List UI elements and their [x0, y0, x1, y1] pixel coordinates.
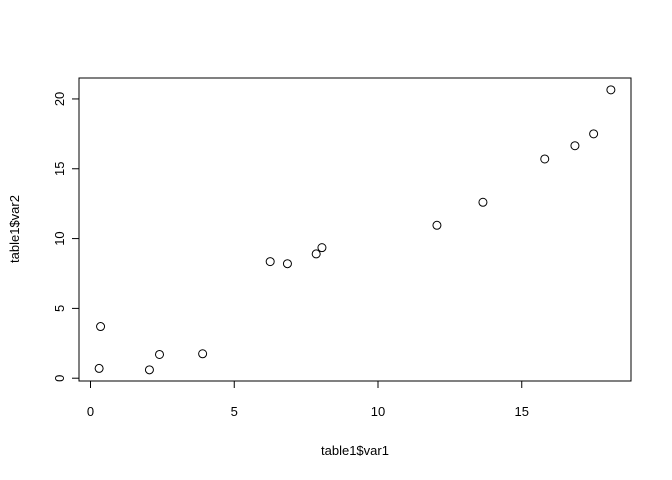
plot-box — [78, 77, 632, 382]
x-tick-label: 10 — [371, 404, 385, 419]
y-axis: 0 5 10 15 20 — [52, 92, 80, 382]
data-point — [96, 322, 106, 332]
data-point — [282, 259, 292, 269]
data-point — [589, 129, 599, 139]
y-tick-label: 15 — [52, 162, 67, 176]
y-tick-label: 5 — [52, 305, 67, 312]
data-point — [606, 85, 616, 95]
x-tick-label: 0 — [87, 404, 94, 419]
data-point — [317, 243, 327, 253]
data-point — [144, 365, 154, 375]
data-point — [94, 363, 104, 373]
data-point — [478, 197, 488, 207]
x-axis: 0 5 10 15 — [87, 380, 529, 419]
y-tick-label: 20 — [52, 92, 67, 106]
data-point — [155, 349, 164, 359]
y-tick-label: 10 — [52, 231, 67, 245]
data-point — [311, 249, 321, 259]
data-point — [265, 257, 275, 267]
y-axis-title: table1$var2 — [7, 195, 22, 263]
data-point — [570, 141, 580, 151]
y-tick-label: 0 — [52, 375, 67, 382]
data-points — [94, 85, 616, 375]
data-point — [198, 349, 208, 359]
data-point — [540, 154, 550, 164]
data-point — [432, 220, 442, 230]
x-axis-title: table1$var1 — [321, 443, 389, 458]
x-tick-label: 5 — [231, 404, 238, 419]
x-tick-label: 15 — [515, 404, 529, 419]
